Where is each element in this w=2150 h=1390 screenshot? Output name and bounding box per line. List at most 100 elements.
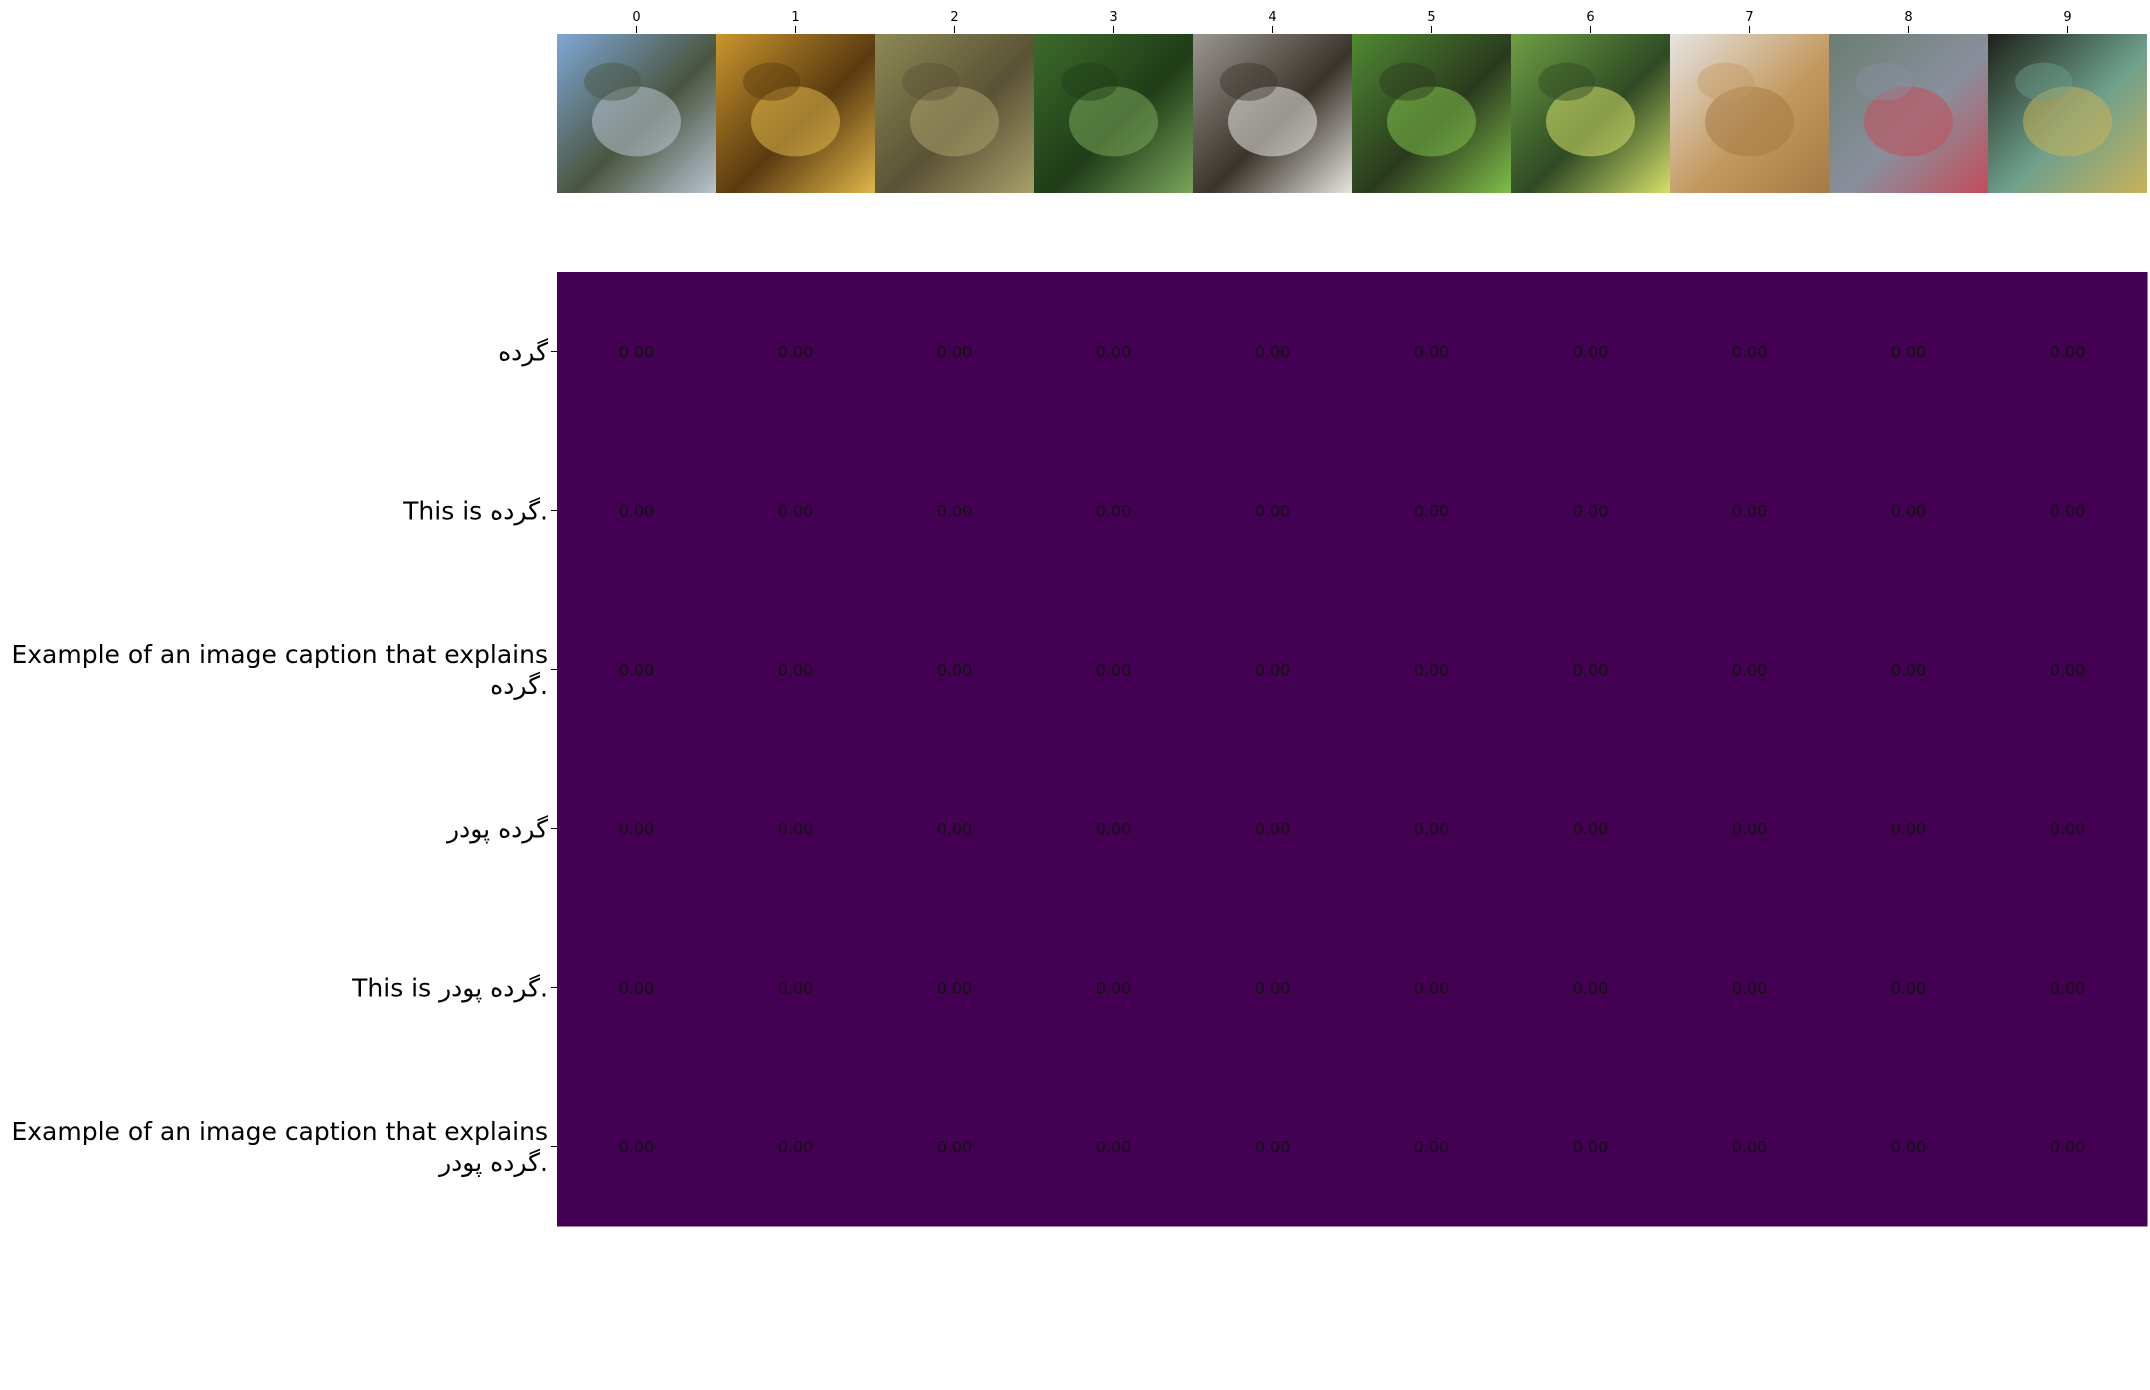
heatmap-cell bbox=[1352, 431, 1512, 591]
heatmap-cell bbox=[1670, 1067, 1830, 1227]
heatmap-value-label: 0.00 bbox=[619, 661, 655, 680]
heatmap-cell bbox=[1034, 272, 1194, 432]
heatmap-cell bbox=[557, 590, 717, 750]
heatmap-cells bbox=[557, 272, 2148, 1227]
thumbnail-detail bbox=[1856, 62, 1914, 101]
column-image-1 bbox=[716, 34, 875, 193]
heatmap-value-label: 0.00 bbox=[937, 502, 973, 521]
heatmap-cell bbox=[1034, 908, 1194, 1068]
heatmap-value-label: 0.00 bbox=[1891, 979, 1927, 998]
heatmap-cell bbox=[716, 1067, 876, 1227]
row-label: This is گرده پودر. bbox=[351, 974, 548, 1003]
heatmap-cell bbox=[1988, 908, 2148, 1068]
heatmap-cell bbox=[1193, 908, 1353, 1068]
thumbnail-detail bbox=[902, 62, 960, 101]
heatmap-value-label: 0.00 bbox=[1096, 979, 1132, 998]
heatmap-cell bbox=[1511, 272, 1671, 432]
thumbnail-detail bbox=[1379, 62, 1437, 101]
heatmap-value-label: 0.00 bbox=[619, 502, 655, 521]
heatmap-value-label: 0.00 bbox=[1732, 502, 1768, 521]
heatmap-cell bbox=[716, 908, 876, 1068]
heatmap-cell bbox=[1829, 1067, 1989, 1227]
row-labels: گرده This is گرده. Example of an image cap… bbox=[11, 338, 557, 1177]
heatmap-value-label: 0.00 bbox=[2050, 820, 2086, 839]
column-image-7 bbox=[1670, 34, 1829, 193]
thumbnail-subject bbox=[750, 86, 841, 157]
heatmap-cell bbox=[1352, 272, 1512, 432]
heatmap-value-label: 0.00 bbox=[778, 343, 814, 362]
heatmap-value-label: 0.00 bbox=[1732, 343, 1768, 362]
heatmap-value-label: 0.00 bbox=[1891, 1138, 1927, 1157]
column-image-9 bbox=[1988, 34, 2147, 193]
heatmap-value-label: 0.00 bbox=[1255, 502, 1291, 521]
heatmap-value-label: 0.00 bbox=[1573, 1138, 1609, 1157]
heatmap-cell bbox=[1829, 908, 1989, 1068]
heatmap-value-labels: 0.00 0.00 0.00 0.00 0.00 0.00 0.00 0.00 0.00 0.00… bbox=[619, 343, 2086, 1157]
column-image-strip bbox=[557, 34, 2147, 193]
heatmap-cell bbox=[875, 908, 1035, 1068]
column-label: 6 bbox=[1586, 10, 1594, 25]
heatmap-cell bbox=[1352, 749, 1512, 909]
heatmap-value-label: 0.00 bbox=[1414, 661, 1450, 680]
heatmap-cell bbox=[875, 590, 1035, 750]
heatmap-cell bbox=[1988, 272, 2148, 432]
heatmap-value-label: 0.00 bbox=[937, 661, 973, 680]
heatmap-value-label: 0.00 bbox=[2050, 502, 2086, 521]
column-label: 7 bbox=[1745, 10, 1753, 25]
row-label: گرده پودر bbox=[445, 815, 548, 844]
heatmap-cell bbox=[1511, 749, 1671, 909]
thumbnail-subject bbox=[1068, 86, 1159, 157]
thumbnail-subject bbox=[1545, 86, 1636, 157]
heatmap-cell bbox=[1988, 590, 2148, 750]
heatmap-cell bbox=[1988, 1067, 2148, 1227]
heatmap-value-label: 0.00 bbox=[937, 979, 973, 998]
column-labels: 0 1 2 3 4 5 6 7 8 9 bbox=[632, 10, 2072, 33]
row-label: Example of an image caption that explain… bbox=[11, 1117, 548, 1146]
heatmap-value-label: 0.00 bbox=[1891, 661, 1927, 680]
heatmap-value-label: 0.00 bbox=[1096, 661, 1132, 680]
column-label: 0 bbox=[632, 10, 640, 25]
heatmap-value-label: 0.00 bbox=[1573, 979, 1609, 998]
thumbnail-detail bbox=[2015, 62, 2073, 101]
heatmap-value-label: 0.00 bbox=[1891, 502, 1927, 521]
heatmap-cell bbox=[1193, 1067, 1353, 1227]
heatmap-cell bbox=[1829, 272, 1989, 432]
heatmap-cell bbox=[875, 749, 1035, 909]
heatmap-value-label: 0.00 bbox=[1573, 820, 1609, 839]
heatmap-value-label: 0.00 bbox=[1096, 502, 1132, 521]
heatmap-cell bbox=[1670, 272, 1830, 432]
heatmap-value-label: 0.00 bbox=[778, 502, 814, 521]
heatmap-value-label: 0.00 bbox=[1732, 979, 1768, 998]
heatmap-value-label: 0.00 bbox=[619, 979, 655, 998]
heatmap-cell bbox=[1988, 749, 2148, 909]
heatmap-value-label: 0.00 bbox=[1096, 820, 1132, 839]
heatmap-value-label: 0.00 bbox=[1891, 343, 1927, 362]
thumbnail-subject bbox=[2022, 86, 2113, 157]
heatmap-cell bbox=[557, 749, 717, 909]
heatmap-cell bbox=[1511, 1067, 1671, 1227]
heatmap-value-label: 0.00 bbox=[778, 1138, 814, 1157]
heatmap-cell bbox=[557, 272, 717, 432]
heatmap-value-label: 0.00 bbox=[2050, 661, 2086, 680]
heatmap-cell bbox=[875, 1067, 1035, 1227]
heatmap-cell bbox=[1034, 1067, 1194, 1227]
heatmap-cell bbox=[1511, 590, 1671, 750]
column-image-3 bbox=[1034, 34, 1193, 193]
thumbnail-subject bbox=[1863, 86, 1954, 157]
heatmap-value-label: 0.00 bbox=[1255, 979, 1291, 998]
column-label: 2 bbox=[950, 10, 958, 25]
heatmap-cell bbox=[1829, 749, 1989, 909]
heatmap-cell bbox=[716, 749, 876, 909]
heatmap-cell bbox=[1829, 590, 1989, 750]
heatmap-value-label: 0.00 bbox=[619, 1138, 655, 1157]
heatmap-cell bbox=[1670, 749, 1830, 909]
row-label: Example of an image caption that explain… bbox=[11, 640, 548, 669]
column-image-4 bbox=[1193, 34, 1352, 193]
thumbnail-subject bbox=[1227, 86, 1318, 157]
heatmap-cell bbox=[1352, 1067, 1512, 1227]
column-label: 8 bbox=[1904, 10, 1912, 25]
heatmap-cell bbox=[1988, 431, 2148, 591]
column-label: 4 bbox=[1268, 10, 1276, 25]
heatmap-value-label: 0.00 bbox=[1732, 661, 1768, 680]
